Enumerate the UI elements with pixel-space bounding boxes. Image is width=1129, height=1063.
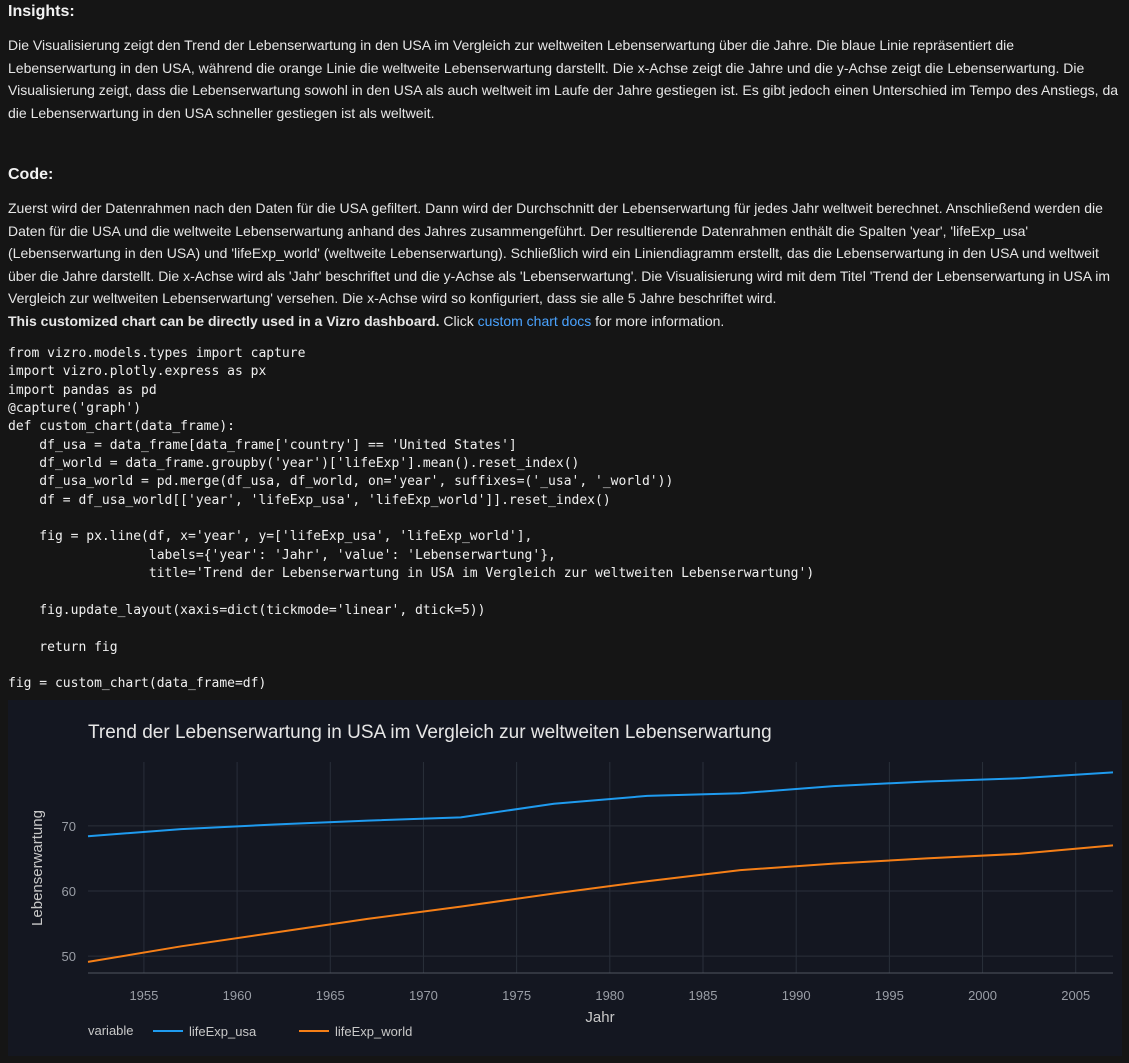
vizro-note-click: Click [439, 312, 478, 329]
vizro-note-tail: for more information. [591, 312, 725, 329]
x-tick-label: 1990 [782, 988, 811, 1003]
legend-label-lifeExp_world[interactable]: lifeExp_world [335, 1024, 412, 1039]
chart-legend: variable lifeExp_usa lifeExp_world [88, 1023, 412, 1039]
vizro-note-bold: This customized chart can be directly us… [8, 312, 440, 329]
line-chart: Trend der Lebenserwartung in USA im Verg… [29, 722, 1114, 1039]
x-tick-label: 1980 [595, 988, 624, 1003]
chart-axes: 1955 1960 1965 1970 1975 1980 1985 1990 1995 2000… [62, 819, 1113, 1003]
x-tick-label: 1985 [689, 988, 718, 1003]
x-tick-label: 1970 [409, 988, 438, 1003]
x-tick-label: 1995 [875, 988, 904, 1003]
x-axis-label: Jahr [585, 1009, 614, 1026]
y-tick-label: 50 [62, 949, 76, 964]
x-tick-label: 2005 [1061, 988, 1090, 1003]
x-tick-label: 1960 [223, 988, 252, 1003]
insights-text: Die Visualisierung zeigt den Trend der L… [8, 37, 1119, 121]
series-line-lifeExp_usa [87, 771, 1114, 838]
chart-grid [88, 762, 1113, 973]
y-tick-label: 60 [62, 884, 76, 899]
chart-title: Trend der Lebenserwartung in USA im Verg… [88, 722, 772, 743]
y-tick-label: 70 [62, 819, 76, 834]
legend-label-lifeExp_usa[interactable]: lifeExp_usa [189, 1024, 257, 1039]
x-tick-label: 1975 [502, 988, 531, 1003]
chart-panel: Trend der Lebenserwartung in USA im Verg… [8, 700, 1122, 1056]
code-description-text: Zuerst wird der Datenrahmen nach den Dat… [8, 200, 1110, 306]
chart-series [87, 771, 1114, 963]
code-heading: Code: [8, 166, 54, 183]
x-tick-label: 1955 [129, 988, 158, 1003]
series-line-lifeExp_world [87, 844, 1114, 963]
insights-heading: Insights: [8, 3, 75, 20]
code-description: Zuerst wird der Datenrahmen nach den Dat… [8, 197, 1120, 332]
custom-chart-docs-link[interactable]: custom chart docs [477, 312, 592, 329]
code-block: from vizro.models.types import capture i… [8, 346, 815, 692]
y-axis-label: Lebenserwartung [29, 810, 46, 926]
x-tick-label: 1965 [316, 988, 345, 1003]
x-tick-label: 2000 [968, 988, 997, 1003]
legend-title: variable [88, 1023, 134, 1038]
